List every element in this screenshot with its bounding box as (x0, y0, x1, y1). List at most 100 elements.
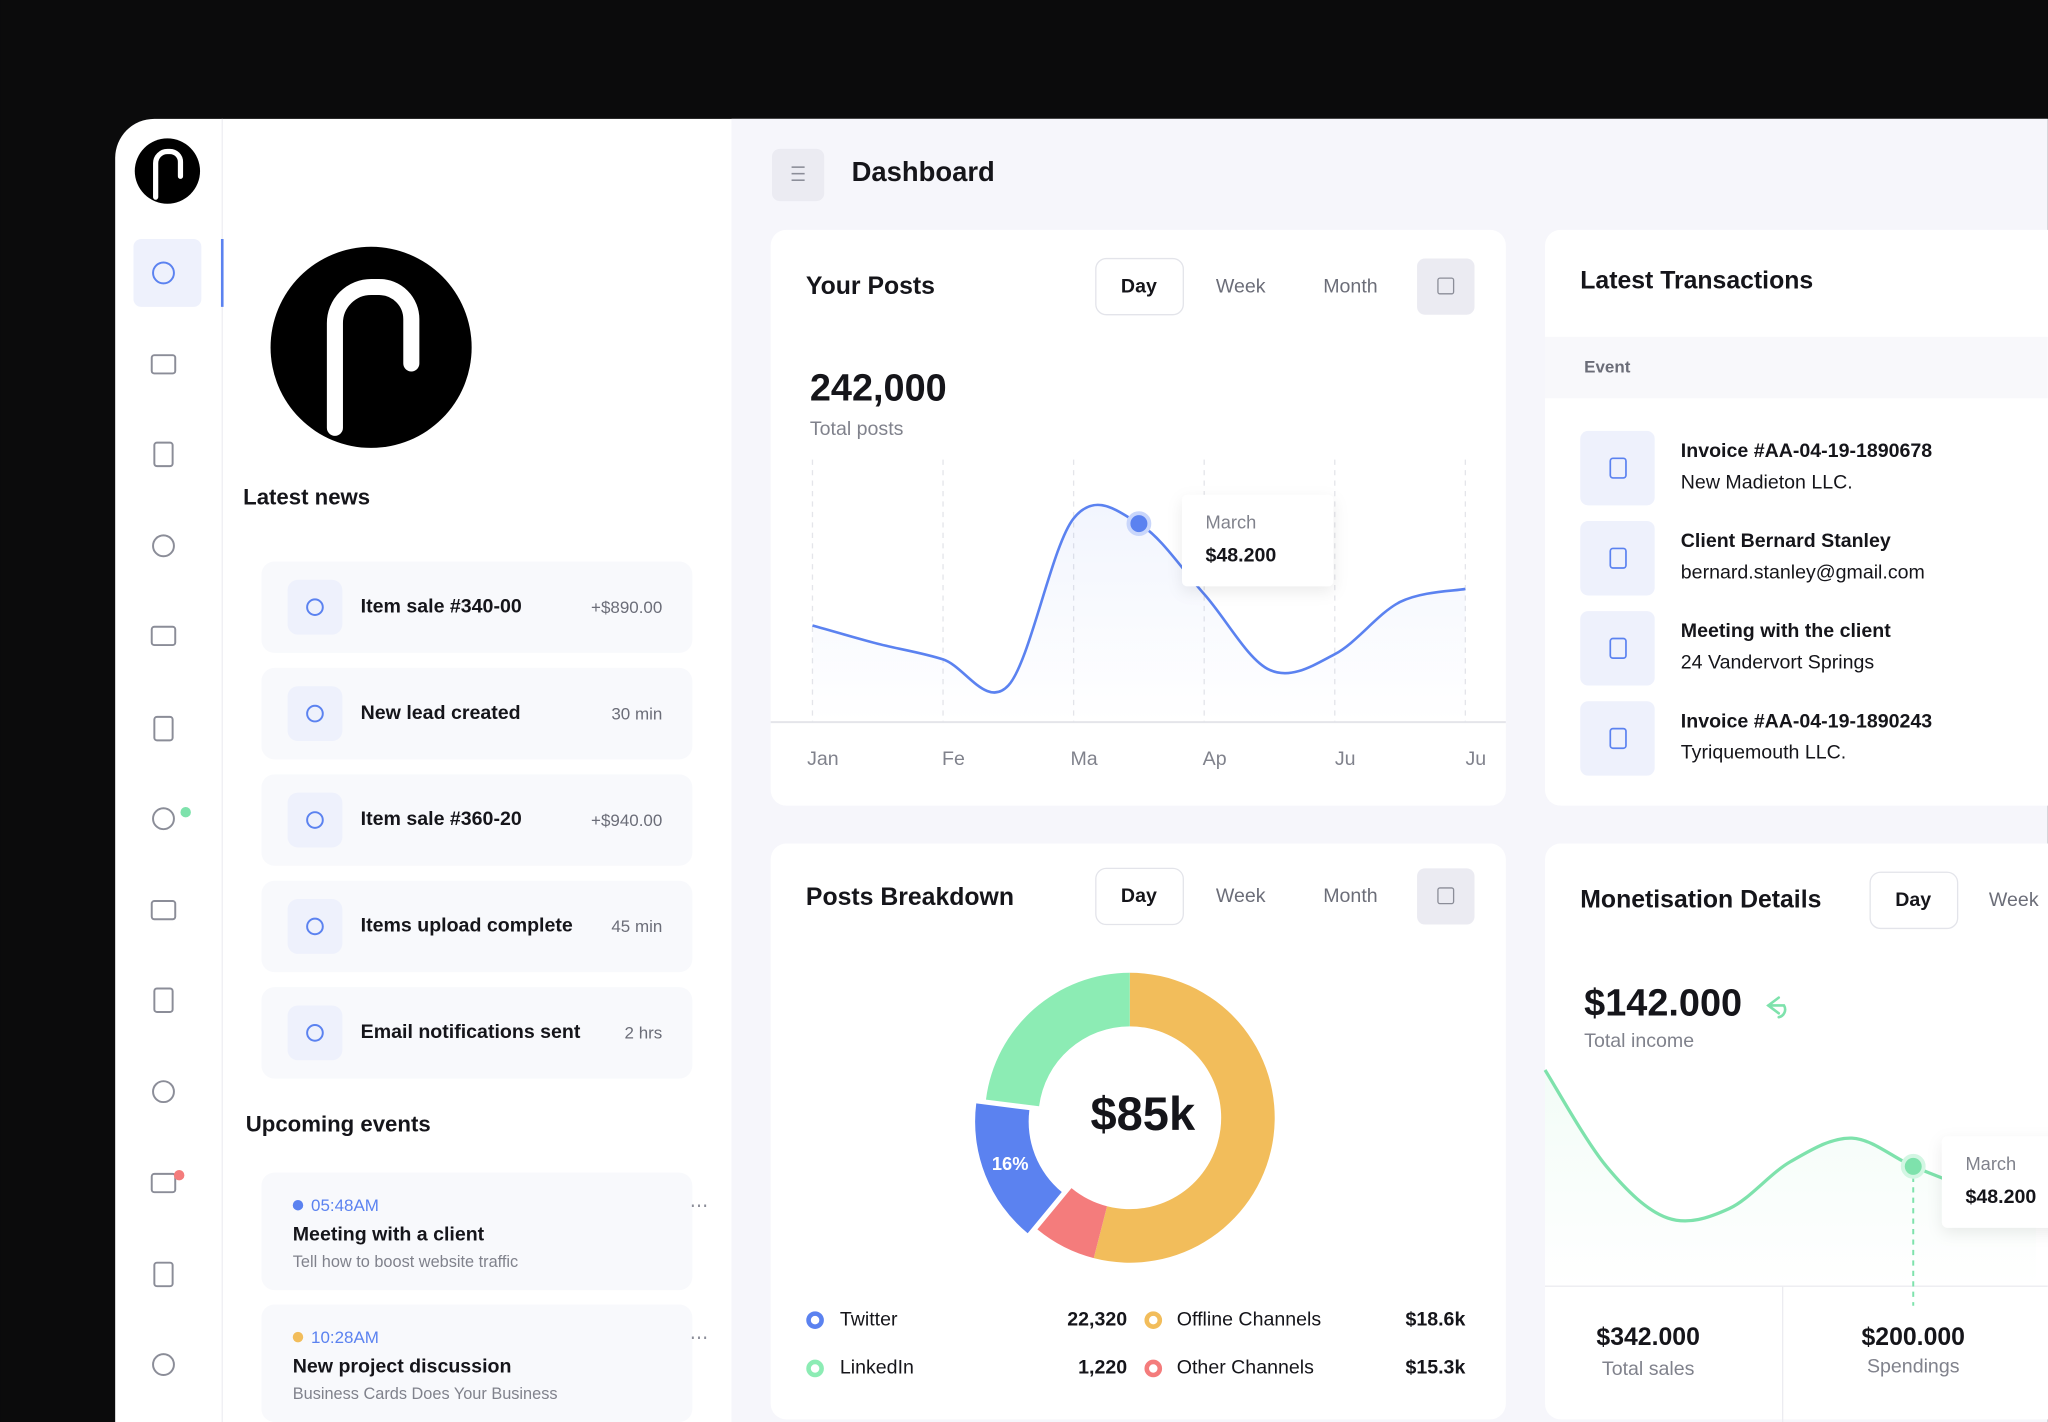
stat-value: $342.000 (1596, 1324, 1699, 1351)
news-label: Email notifications sent (361, 1021, 581, 1043)
legend-name: Offline Channels (1177, 1308, 1322, 1330)
tab-active[interactable] (1095, 257, 1184, 316)
news-icon (287, 579, 343, 635)
event-dot (292, 1200, 304, 1211)
table-header (1545, 336, 2048, 399)
nav-item[interactable] (152, 534, 175, 558)
section-title: Upcoming events (246, 1111, 431, 1136)
slice-label: 16% (992, 1153, 1029, 1174)
tab[interactable]: Week (1216, 275, 1266, 297)
news-icon (287, 899, 343, 954)
tab[interactable]: Day (1121, 885, 1157, 907)
legend-dot (1144, 1311, 1163, 1329)
nav-item[interactable] (152, 1080, 175, 1104)
x-tick-label: Ju (1465, 748, 1486, 770)
tab[interactable]: Week (1216, 885, 1266, 907)
transaction-title: Meeting with the client (1681, 620, 1891, 642)
news-icon-glyph (306, 1024, 324, 1042)
donut-slice (985, 972, 1130, 1107)
legend-value: 1,220 (1078, 1357, 1127, 1379)
nav-item[interactable] (152, 1353, 175, 1376)
tab[interactable]: Month (1323, 885, 1377, 907)
news-meta: 30 min (611, 704, 662, 723)
app-logo-mark (153, 148, 184, 200)
legend-dot (1144, 1359, 1163, 1378)
tooltip-box (1941, 1136, 2048, 1228)
transaction-subtitle: 24 Vandervort Springs (1681, 652, 1875, 674)
menu-button[interactable] (771, 148, 825, 202)
nav-icon (152, 1080, 175, 1104)
news-icon-glyph (306, 917, 324, 936)
calendar-icon (1437, 277, 1455, 295)
nav-item[interactable] (150, 1172, 177, 1194)
nav-item[interactable] (150, 354, 177, 375)
legend-name: LinkedIn (840, 1357, 914, 1379)
nav-icon (153, 987, 174, 1013)
transaction-icon (1580, 701, 1655, 776)
news-icon-glyph (306, 704, 324, 723)
card-title: Monetisation Details (1580, 887, 1821, 914)
news-card (261, 667, 693, 760)
tab-active[interactable] (1869, 871, 1959, 930)
news-meta: +$940.00 (591, 811, 662, 830)
tab[interactable]: Month (1323, 275, 1377, 297)
news-icon (287, 1005, 343, 1061)
event-menu[interactable]: ⋯ (690, 1194, 708, 1215)
legend-dot (806, 1359, 824, 1378)
nav-item[interactable] (153, 441, 174, 468)
event-card (261, 1304, 693, 1422)
nav-badge (173, 1169, 185, 1181)
tab[interactable]: Day (1121, 275, 1157, 297)
nav-icon (152, 261, 175, 285)
nav-item[interactable] (153, 715, 174, 742)
stat-label: Spendings (1867, 1355, 1960, 1377)
nav-item[interactable] (150, 625, 177, 647)
calendar-button[interactable] (1417, 258, 1475, 315)
card-title: Posts Breakdown (806, 884, 1014, 911)
nav-item[interactable] (150, 900, 177, 921)
nav-item[interactable] (153, 987, 174, 1013)
nav-icon (152, 1353, 175, 1376)
section-title: Latest news (243, 485, 370, 510)
event-dot (292, 1331, 304, 1343)
event-subtitle: Tell how to boost website traffic (293, 1253, 518, 1271)
nav-icon (153, 1261, 174, 1288)
news-icon (287, 792, 343, 848)
nav-item[interactable] (152, 261, 175, 285)
nav-item[interactable] (152, 807, 175, 831)
tab-active[interactable] (1095, 867, 1184, 926)
transaction-icon (1580, 521, 1655, 596)
card-title: Latest Transactions (1580, 268, 1813, 295)
tooltip-label: March (1206, 511, 1257, 532)
news-icon-glyph (306, 811, 324, 829)
transaction-icon (1580, 611, 1655, 686)
tooltip: March $48.200 (1941, 1136, 2048, 1228)
tab[interactable]: Day (1895, 889, 1931, 911)
x-tick-label: Ma (1070, 748, 1097, 770)
news-meta: +$890.00 (591, 598, 662, 617)
nav-item[interactable] (153, 1261, 174, 1288)
news-icon-glyph (306, 598, 324, 617)
x-tick-label: Jan (807, 748, 839, 770)
transaction-glyph (1609, 727, 1627, 750)
event-time: 05:48AM (311, 1196, 379, 1215)
tab[interactable]: Week (1989, 889, 2039, 911)
tooltip: March $48.200 (1182, 494, 1334, 587)
trend-icon (1766, 996, 1787, 1019)
news-label: Item sale #340-00 (361, 595, 522, 617)
news-card (261, 774, 693, 866)
transaction-subtitle: New Madieton LLC. (1681, 471, 1853, 493)
event-menu[interactable]: ⋯ (690, 1326, 708, 1347)
donut-slice (1093, 972, 1275, 1263)
transaction-subtitle: bernard.stanley@gmail.com (1681, 561, 1925, 583)
news-meta: 45 min (611, 917, 662, 936)
donut-slice (975, 1103, 1062, 1234)
news-card (261, 880, 693, 973)
news-label: Items upload complete (361, 915, 573, 937)
news-card (261, 561, 693, 653)
transaction-glyph (1609, 457, 1627, 479)
nav-icon (153, 441, 174, 468)
calendar-button[interactable] (1417, 868, 1475, 925)
tooltip-label: March (1965, 1153, 2016, 1174)
card-title: Your Posts (806, 273, 935, 300)
